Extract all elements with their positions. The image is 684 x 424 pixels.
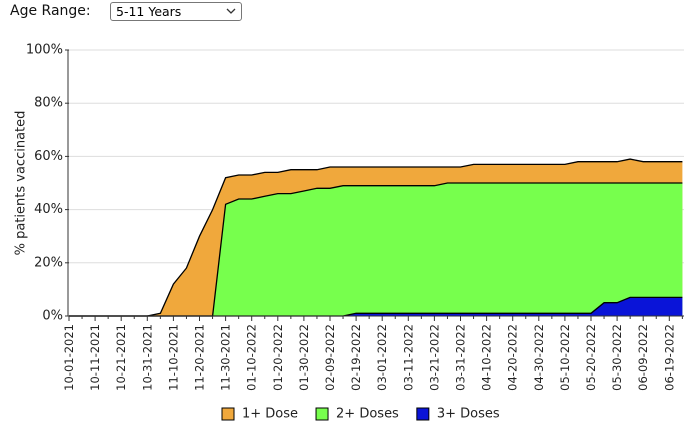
x-tick-label: 11-30-2021	[219, 324, 233, 391]
x-tick-label: 04-30-2022	[532, 324, 546, 391]
x-tick-label: 10-31-2021	[140, 324, 154, 391]
x-tick-label: 04-10-2022	[480, 324, 494, 391]
x-tick-label: 01-20-2022	[271, 324, 285, 391]
x-tick-label: 04-20-2022	[506, 324, 520, 391]
legend-swatch	[221, 407, 235, 421]
x-tick-label: 05-30-2022	[610, 324, 624, 391]
area-outline	[69, 158, 683, 317]
x-tick-label: 10-21-2021	[114, 324, 128, 391]
legend-label: 2+ Doses	[336, 407, 399, 422]
x-tick-label: 02-09-2022	[323, 324, 337, 391]
x-tick-label: 03-11-2022	[401, 324, 415, 391]
legend-swatch	[416, 407, 430, 421]
y-tick-label: 20%	[34, 255, 63, 270]
legend-label: 3+ Doses	[437, 407, 500, 422]
x-tick-label: 11-20-2021	[193, 324, 207, 391]
x-tick-label: 02-19-2022	[349, 324, 363, 391]
legend-swatch	[315, 407, 329, 421]
chevron	[226, 8, 236, 14]
x-tick-label: 03-21-2022	[427, 324, 441, 391]
x-tick-label: 03-01-2022	[375, 324, 389, 391]
area	[69, 183, 683, 316]
y-tick-label: 100%	[26, 43, 63, 58]
x-tick-label: 10-01-2021	[62, 324, 76, 391]
x-tick-label: 05-20-2022	[584, 324, 598, 391]
area	[69, 297, 683, 316]
x-tick-label: 01-10-2022	[245, 324, 259, 391]
age-dropdown[interactable]: 5-11 Years	[110, 2, 242, 21]
x-tick-label: 11-10-2021	[166, 324, 180, 391]
x-tick-label: 03-31-2022	[454, 324, 468, 391]
x-tick-label: 05-10-2022	[558, 324, 572, 391]
legend-label: 1+ Dose	[242, 407, 298, 422]
y-tick-label: 40%	[34, 202, 63, 217]
x-tick-label: 06-09-2022	[636, 324, 650, 391]
x-tick-label: 10-11-2021	[88, 324, 102, 391]
x-tick-label: 01-30-2022	[297, 324, 311, 391]
dropdown-value: 5-11 Years	[116, 4, 182, 19]
x-tick-label: 06-19-2022	[662, 324, 676, 391]
y-axis-title: % patients vaccinated	[14, 111, 29, 256]
y-tick-label: 60%	[34, 149, 63, 164]
y-tick-label: 80%	[34, 96, 63, 111]
filter-label: Age Range:	[10, 3, 91, 19]
y-tick-label: 0%	[42, 309, 63, 324]
